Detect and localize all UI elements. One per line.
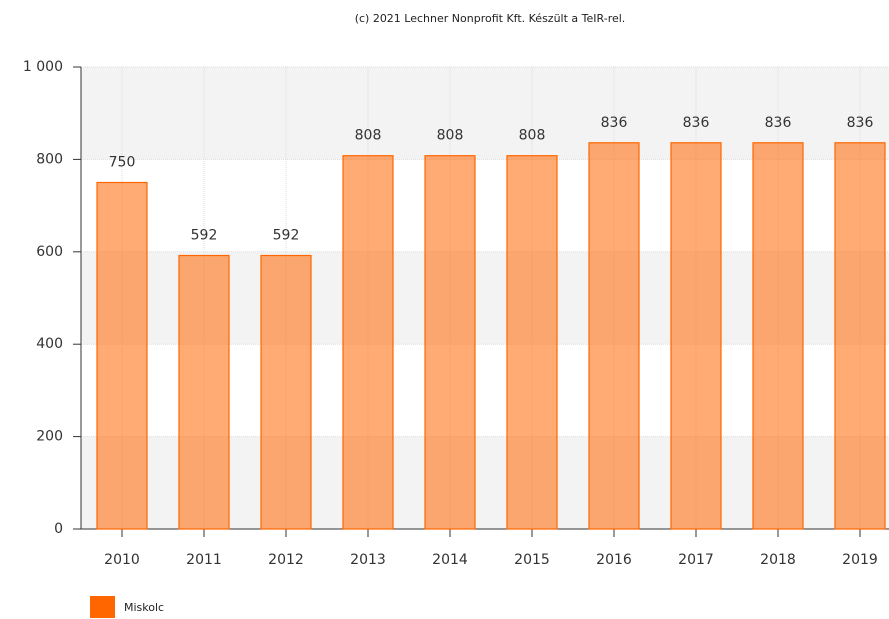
x-tick-label: 2013 (350, 552, 386, 568)
x-tick-label: 2011 (186, 552, 222, 568)
bar (752, 142, 804, 530)
bar (96, 181, 148, 530)
data-label: 836 (601, 115, 628, 131)
data-label: 808 (519, 128, 546, 144)
x-tick-label: 2012 (268, 552, 304, 568)
y-tick-label: 200 (36, 429, 63, 445)
y-tick-label: 1 000 (23, 59, 63, 75)
data-label: 836 (765, 115, 792, 131)
data-label: 592 (191, 227, 218, 243)
x-tick-label: 2017 (678, 552, 714, 568)
x-tick-label: 2010 (104, 552, 140, 568)
bar (178, 254, 230, 530)
bar (588, 142, 640, 530)
data-label: 808 (355, 128, 382, 144)
bar (424, 155, 476, 530)
bar (260, 254, 312, 530)
bar (670, 142, 722, 530)
bar (342, 155, 394, 530)
y-tick-label: 0 (54, 521, 63, 537)
data-label: 836 (683, 115, 710, 131)
data-label: 592 (273, 227, 300, 243)
x-tick-label: 2015 (514, 552, 550, 568)
x-tick-label: 2019 (842, 552, 878, 568)
x-tick-label: 2014 (432, 552, 468, 568)
data-label: 808 (437, 128, 464, 144)
legend-label: Miskolc (124, 601, 164, 614)
y-tick-label: 400 (36, 336, 63, 352)
bar (834, 142, 886, 530)
y-tick-label: 800 (36, 151, 63, 167)
bar (506, 155, 558, 530)
x-tick-label: 2016 (596, 552, 632, 568)
chart-subtitle: (c) 2021 Lechner Nonprofit Kft. Készült … (355, 12, 626, 25)
legend-swatch (90, 596, 115, 618)
x-tick-label: 2018 (760, 552, 796, 568)
data-label: 836 (847, 115, 874, 131)
data-label: 750 (109, 155, 136, 171)
y-tick-label: 600 (36, 244, 63, 260)
